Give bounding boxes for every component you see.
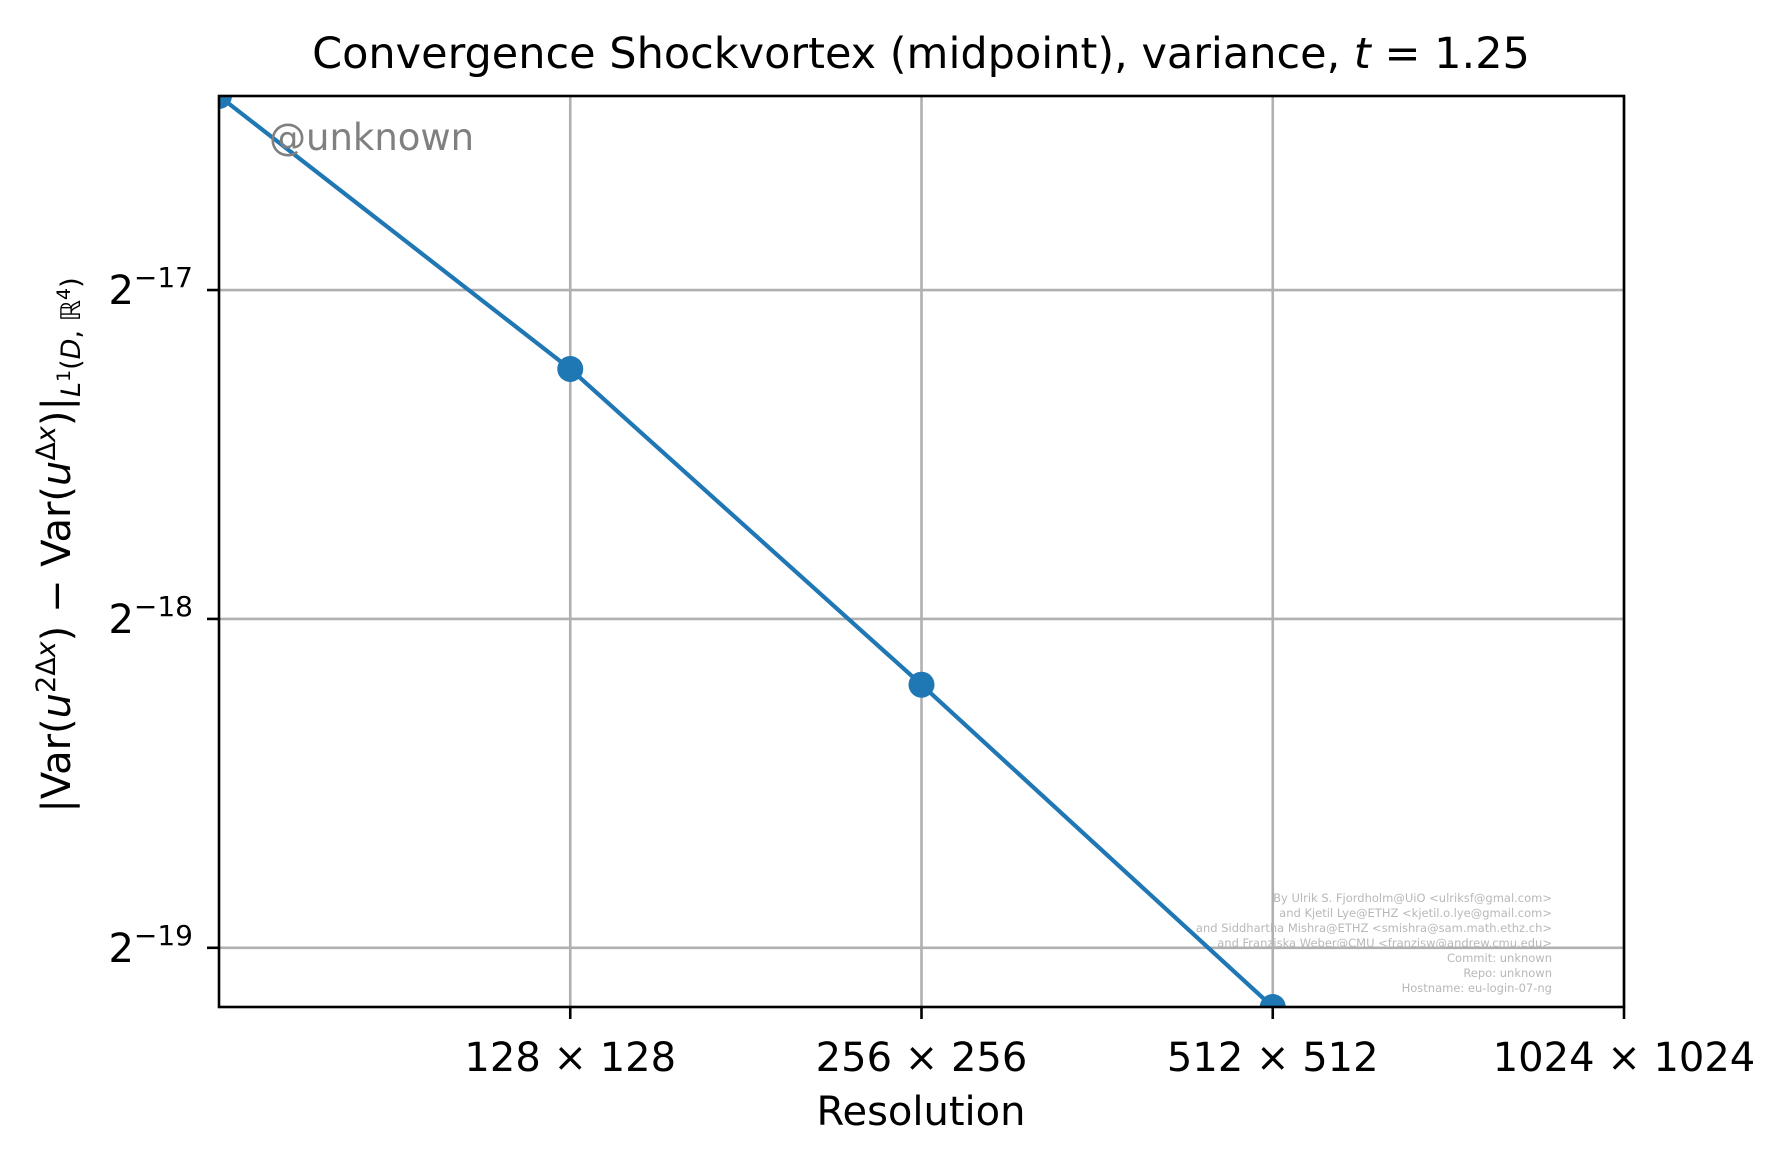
y-tick-label: 2−19 [108, 919, 193, 972]
x-tick-label: 512 × 512 [1167, 1035, 1379, 1081]
x-gridlines [568, 96, 1626, 1007]
data-point [1259, 994, 1286, 1007]
credit-line: Commit: unknown [1447, 951, 1552, 965]
svg-text:|Var(u2Δx) − Var(uΔx)|L1(D, ℝ4: |Var(u2Δx) − Var(uΔx)|L1(D, ℝ4) [31, 277, 87, 812]
y-axis-label: |Var(u2Δx) − Var(uΔx)|L1(D, ℝ4) [31, 277, 87, 812]
credit-line: By Ulrik S. Fjordholm@UiO <ulriksf@gmal.… [1273, 891, 1552, 905]
data-point [908, 671, 935, 698]
x-axis-label: Resolution [816, 1089, 1025, 1135]
y-tick-label: 2−18 [108, 590, 193, 643]
data-point [219, 96, 232, 109]
credit-line: and Siddhartha Mishra@ETHZ <smishra@sam.… [1196, 921, 1552, 935]
x-ticks: 128 × 128 256 × 256 512 × 512 1024 × 1024 [464, 1007, 1755, 1081]
x-tick-label: 256 × 256 [816, 1035, 1028, 1081]
credit-line: Hostname: eu-login-07-ng [1402, 981, 1552, 995]
watermark: @unknown [269, 116, 474, 159]
credit-line: Repo: unknown [1463, 966, 1552, 980]
series-markers [219, 96, 1286, 1007]
credit-line: and Franziska Weber@CMU <franzisw@andrew… [1217, 936, 1552, 950]
credits-block: By Ulrik S. Fjordholm@UiO <ulriksf@gmal.… [1196, 891, 1552, 995]
x-tick-label: 128 × 128 [464, 1035, 676, 1081]
x-tick-label: 1024 × 1024 [1493, 1035, 1756, 1081]
y-gridlines [219, 288, 1624, 950]
y-tick-label: 2−17 [108, 261, 193, 314]
series-line [219, 96, 1275, 1007]
y-ticks: 2−17 2−18 2−19 [108, 261, 219, 972]
credit-line: and Kjetil Lye@ETHZ <kjetil.o.lye@gmail.… [1279, 906, 1552, 920]
data-point [557, 355, 584, 382]
chart-title: Convergence Shockvortex (midpoint), vari… [312, 29, 1530, 79]
